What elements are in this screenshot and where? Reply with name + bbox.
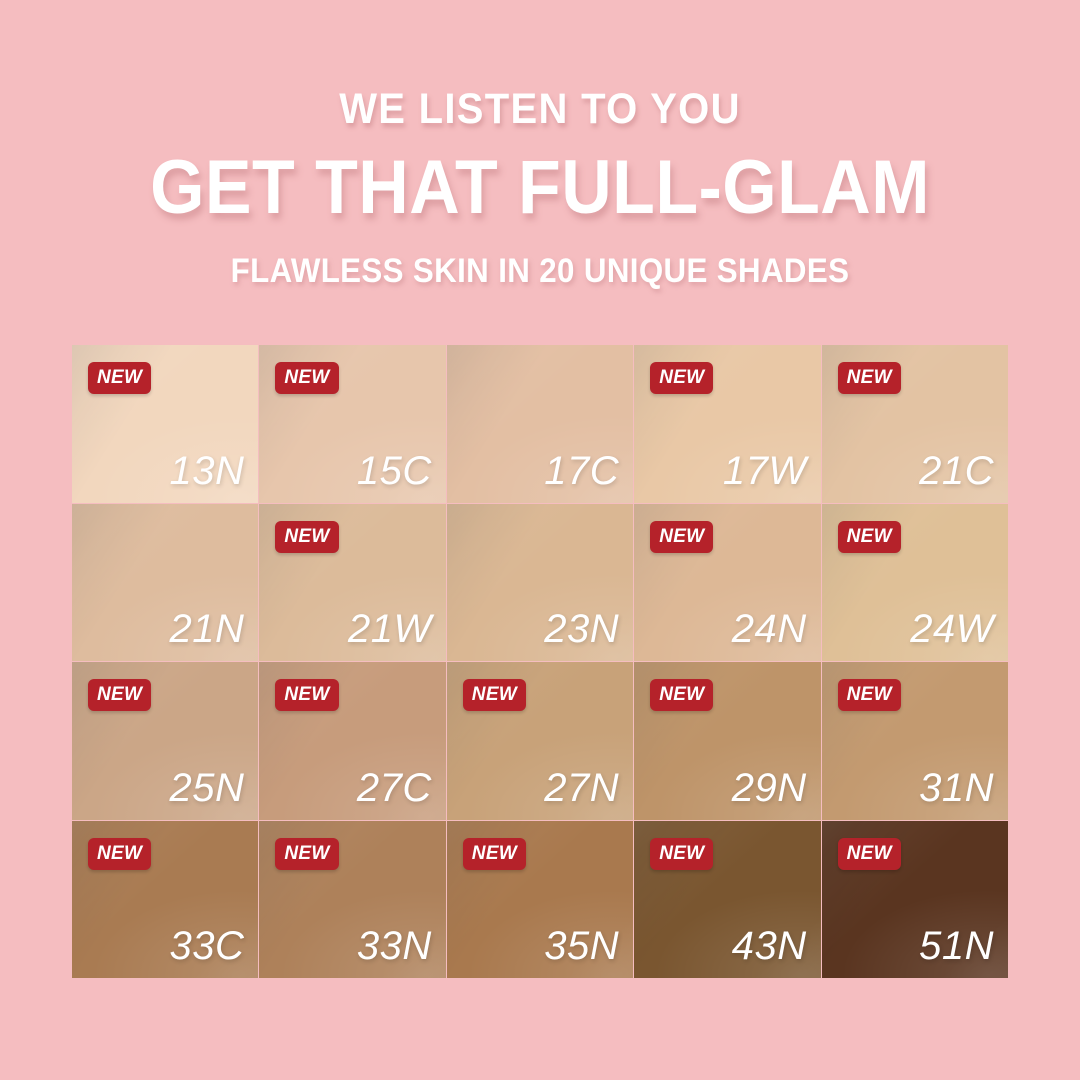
new-badge: NEW	[837, 679, 901, 711]
shade-swatch[interactable]: 23N	[446, 503, 634, 661]
shade-swatch[interactable]: NEW 25N	[72, 662, 259, 820]
new-badge: NEW	[88, 837, 152, 870]
shade-swatch[interactable]: NEW 31N	[821, 662, 1008, 820]
new-badge: NEW	[837, 837, 901, 870]
shade-swatch[interactable]: 17C	[446, 345, 634, 503]
shade-swatch[interactable]: NEW 43N	[634, 820, 821, 978]
shade-swatch[interactable]: NEW 21W	[259, 503, 446, 661]
new-badge: NEW	[275, 362, 339, 394]
shade-code-label: 21W	[348, 607, 432, 651]
shade-code-label: 23N	[544, 607, 620, 651]
shade-swatch[interactable]: NEW 51N	[821, 820, 1008, 978]
shade-code-label: 17W	[722, 448, 807, 493]
shade-swatch[interactable]: NEW 27N	[446, 662, 634, 820]
shade-code-label: 17C	[544, 448, 620, 493]
shade-code-label: 24N	[731, 607, 807, 651]
shade-code-label: 13N	[169, 448, 245, 493]
shade-swatch[interactable]: NEW 15C	[259, 345, 446, 503]
new-badge: NEW	[462, 837, 527, 870]
eyebrow-text: WE LISTEN TO YOU	[339, 85, 741, 133]
shade-swatch[interactable]: NEW 35N	[446, 820, 634, 978]
shade-swatch[interactable]: NEW 27C	[259, 662, 446, 820]
new-badge: NEW	[837, 362, 901, 394]
promo-header: WE LISTEN TO YOU GET THAT FULL-GLAM FLAW…	[0, 0, 1080, 290]
new-badge: NEW	[88, 362, 152, 394]
shade-code-label: 15C	[356, 448, 432, 493]
shade-code-label: 29N	[731, 765, 807, 810]
shade-swatch[interactable]: NEW 17W	[634, 345, 821, 503]
shade-code-label: 24W	[910, 607, 994, 651]
new-badge: NEW	[462, 679, 527, 711]
shade-code-label: 27C	[356, 765, 432, 810]
new-badge: NEW	[650, 679, 714, 711]
new-badge: NEW	[275, 520, 339, 553]
new-badge: NEW	[88, 679, 152, 711]
shade-code-label: 33C	[169, 924, 245, 968]
new-badge: NEW	[837, 520, 901, 553]
new-badge: NEW	[275, 837, 339, 870]
page-title: GET THAT FULL-GLAM	[150, 145, 930, 230]
shade-code-label: 25N	[169, 765, 245, 810]
shade-grid: NEW 13N NEW 15C 17C NEW 17W NEW 21C 21N NEW 21W 23N N…	[72, 345, 1008, 978]
shade-swatch[interactable]: NEW 29N	[634, 662, 821, 820]
shade-code-label: 35N	[544, 924, 620, 968]
shade-swatch[interactable]: NEW 13N	[72, 345, 259, 503]
shade-code-label: 33N	[356, 924, 432, 968]
new-badge: NEW	[275, 679, 339, 711]
shade-swatch[interactable]: NEW 33C	[72, 820, 259, 978]
shade-swatch[interactable]: 21N	[72, 503, 259, 661]
new-badge: NEW	[650, 837, 714, 870]
shade-swatch[interactable]: NEW 24N	[634, 503, 821, 661]
shade-code-label: 21C	[919, 448, 994, 493]
shade-code-label: 31N	[919, 765, 994, 810]
shade-code-label: 51N	[919, 924, 994, 968]
shade-code-label: 43N	[731, 924, 807, 968]
shade-code-label: 27N	[544, 765, 620, 810]
shade-swatch[interactable]: NEW 21C	[821, 345, 1008, 503]
new-badge: NEW	[650, 362, 714, 394]
shade-code-label: 21N	[169, 607, 245, 651]
subtitle-text: FLAWLESS SKIN IN 20 UNIQUE SHADES	[230, 252, 850, 290]
shade-swatch[interactable]: NEW 24W	[821, 503, 1008, 661]
shade-swatch[interactable]: NEW 33N	[259, 820, 446, 978]
new-badge: NEW	[650, 520, 714, 553]
